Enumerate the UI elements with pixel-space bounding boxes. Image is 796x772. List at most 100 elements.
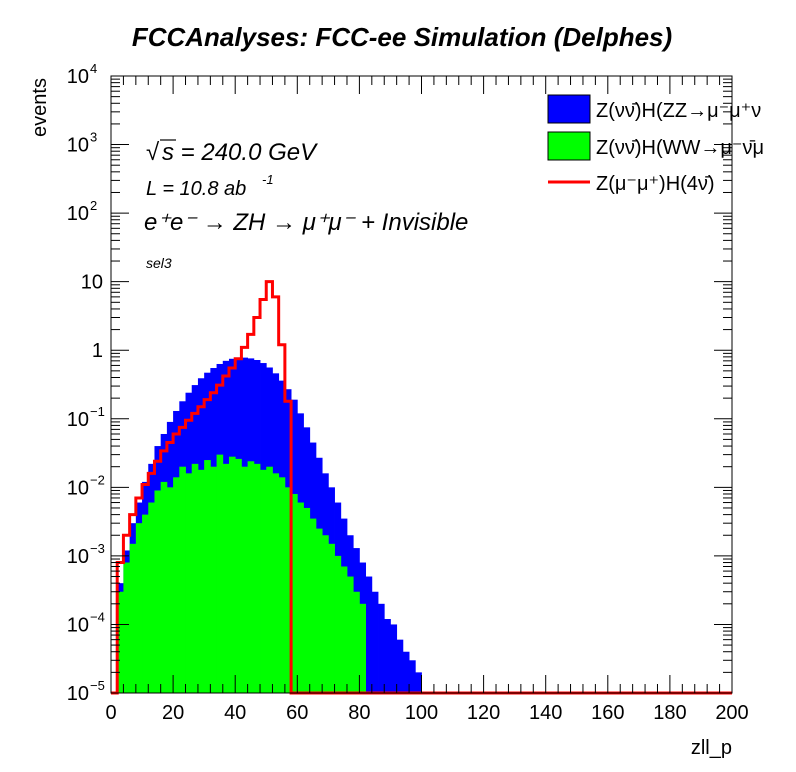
y-tick-label: 10 (67, 546, 89, 568)
x-tick-label: 60 (286, 702, 308, 724)
legend-label: Z(μ⁻μ⁺)H(4ν̄) (596, 173, 715, 195)
x-tick-label: 200 (715, 702, 748, 724)
y-tick-label: 10 (67, 614, 89, 636)
histogram-bin (315, 528, 323, 693)
histogram-bin (222, 463, 230, 693)
x-tick-label: 160 (591, 702, 624, 724)
chart-title: FCCAnalyses: FCC-ee Simulation (Delphes) (132, 22, 672, 52)
histogram-bin (166, 487, 174, 693)
legend-label: Z(νν̄)H(ZZ→μ⁻μ⁺ν (596, 100, 761, 122)
histogram-bin (204, 460, 211, 693)
y-tick-exponent: −2 (90, 472, 105, 487)
y-tick-label: 10 (67, 477, 89, 499)
histogram-bin (359, 603, 367, 693)
y-tick-label: 10 (81, 272, 103, 294)
histogram-bin (260, 469, 267, 693)
histogram-bin (365, 576, 373, 693)
legend-entry: Z(μ⁻μ⁺)H(4ν̄) (548, 173, 715, 195)
histogram-bin (378, 603, 385, 693)
y-axis-label: events (29, 78, 51, 137)
x-tick-label: 80 (348, 702, 370, 724)
process-annotation: e⁺e⁻ → ZH → μ⁺μ⁻ + Invisible (144, 209, 468, 236)
x-tick-label: 140 (529, 702, 562, 724)
histogram-bin (390, 624, 398, 693)
histogram-bin (396, 639, 404, 693)
x-tick-label: 20 (162, 702, 184, 724)
histogram-bin (353, 591, 360, 693)
histogram-bin (173, 477, 180, 693)
histogram-bin (129, 543, 137, 693)
histogram-bin (278, 477, 286, 693)
histogram-bin (216, 454, 224, 693)
legend-swatch-blue (547, 94, 591, 124)
histogram-bin (297, 502, 304, 693)
histogram-bin (253, 463, 261, 693)
legend-swatch-green (547, 131, 591, 161)
histogram-bin (197, 469, 205, 693)
x-axis-ticks: 0 20 40 60 80 100 120 140 160 180 200 (105, 76, 749, 724)
histogram-bin (284, 487, 292, 693)
histogram-bin (228, 456, 236, 693)
x-tick-label: 180 (653, 702, 686, 724)
histogram-bin (154, 490, 162, 693)
histogram-bin (291, 493, 298, 693)
histogram-bin (309, 518, 317, 693)
lumi-text: L = 10.8 ab (146, 178, 246, 200)
histogram-bin (142, 514, 149, 693)
x-tick-label: 100 (405, 702, 438, 724)
histogram-bin (346, 576, 354, 693)
x-tick-label: 40 (224, 702, 246, 724)
histogram-bin (135, 523, 143, 693)
histogram-bin (235, 458, 242, 693)
y-tick-exponent: −3 (90, 541, 105, 556)
histogram-bin (160, 481, 168, 693)
histogram-bin (117, 591, 124, 693)
y-tick-label: 10 (67, 683, 89, 705)
y-tick-exponent: 3 (90, 130, 97, 145)
histogram-bin (266, 466, 273, 693)
selection-annotation: sel3 (146, 255, 172, 271)
histogram-bin (415, 672, 422, 693)
histogram-bin (340, 566, 348, 693)
histogram-bin (272, 473, 280, 693)
lumi-exponent: -1 (262, 172, 274, 187)
histogram-bin (328, 543, 335, 693)
y-tick-label: 1 (92, 340, 103, 362)
x-axis-label: zll_p (691, 737, 732, 759)
histogram-bin (247, 461, 255, 693)
histogram-bin (210, 466, 217, 693)
y-tick-exponent: −5 (90, 678, 105, 693)
histogram-bin (384, 619, 391, 693)
histogram-bin (402, 651, 410, 693)
legend-entry: Z(νν̄)H(WW→μ⁻ν̄μ (547, 131, 764, 161)
stacked-histogram-fills (117, 357, 422, 693)
histogram-bin (179, 466, 186, 693)
histogram-bin (322, 535, 329, 693)
y-tick-label: 10 (67, 66, 89, 88)
legend: Z(νν̄)H(ZZ→μ⁻μ⁺ν Z(νν̄)H(WW→μ⁻ν̄μ Z(μ⁻μ⁺… (547, 94, 764, 195)
x-tick-label: 120 (467, 702, 500, 724)
y-tick-exponent: 2 (90, 198, 97, 213)
y-tick-exponent: −1 (90, 404, 105, 419)
histogram-bin (185, 473, 193, 693)
x-tick-label: 0 (105, 702, 116, 724)
legend-label: Z(νν̄)H(WW→μ⁻ν̄μ (596, 137, 764, 159)
histogram-bin (148, 502, 155, 693)
sqrt-s-text: s = 240.0 GeV (162, 139, 318, 166)
y-tick-exponent: 4 (90, 61, 97, 76)
y-tick-exponent: −4 (90, 609, 105, 624)
histogram-bin (123, 562, 131, 693)
histogram-bin (241, 466, 249, 693)
histogram-bin (303, 507, 311, 693)
histogram-bin (409, 660, 416, 693)
sqrt-symbol: √ (146, 139, 160, 166)
histogram-bin (191, 463, 199, 693)
y-tick-label: 10 (67, 409, 89, 431)
luminosity-annotation: L = 10.8 ab -1 (146, 172, 274, 200)
y-tick-label: 10 (67, 203, 89, 225)
histogram-bin (334, 555, 342, 693)
sqrt-s-annotation: √ s = 240.0 GeV (146, 139, 318, 166)
legend-entry: Z(νν̄)H(ZZ→μ⁻μ⁺ν (547, 94, 761, 124)
